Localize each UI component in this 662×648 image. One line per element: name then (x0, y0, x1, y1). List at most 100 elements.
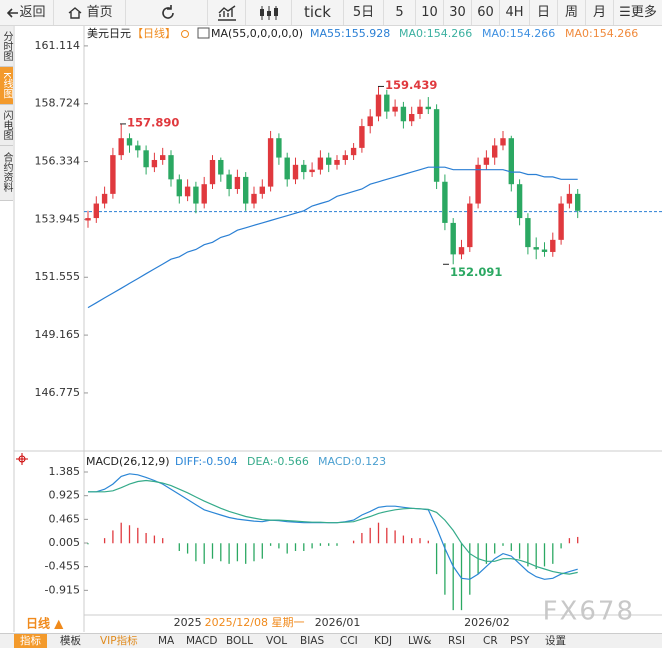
ma-label: MA0:154.266 (565, 27, 638, 40)
settings-icon[interactable] (181, 30, 189, 38)
y-tick-label: 156.334 (35, 155, 81, 168)
toolbar: 返回 首页 tick ☰更多 5日 5 10 30 60 4H 日周月 (0, 0, 662, 26)
watermark: FX678 (543, 597, 635, 627)
annotation-label: 157.890 (127, 115, 179, 129)
period-toggle[interactable]: 日线 ▲ (26, 616, 64, 631)
candle-body (243, 176, 249, 204)
macd-tick-label: 0.465 (49, 512, 81, 525)
symbol: 美元日元 (87, 27, 131, 40)
candle-body (384, 94, 390, 112)
macd-tick-label: 0.005 (49, 536, 81, 549)
indicator-tab[interactable]: LW& (408, 635, 432, 647)
candle-body (326, 157, 332, 165)
indicator-tab[interactable]: 指标 (14, 634, 47, 648)
menu-icon: ☰ (619, 5, 631, 20)
tick-button[interactable]: tick (292, 0, 344, 25)
candle-body (467, 203, 473, 248)
period-button[interactable]: 5日 (344, 0, 384, 25)
candle-body (160, 155, 166, 160)
line-chart-button[interactable] (208, 0, 246, 25)
indicator-tab[interactable]: BIAS (300, 635, 325, 647)
period-button[interactable]: 30 (444, 0, 472, 25)
candle-body (93, 203, 99, 219)
indicator-tab[interactable]: 模板 (60, 635, 81, 647)
candle-body (334, 159, 340, 165)
y-tick-label: 151.555 (35, 270, 81, 283)
macd-tick-label: 0.925 (49, 489, 81, 502)
indicator-tab[interactable]: KDJ (374, 635, 393, 647)
side-tab[interactable]: K线图 (0, 67, 13, 105)
candle-button[interactable] (246, 0, 292, 25)
candle-body (193, 186, 199, 204)
indicator-tab[interactable]: PSY (510, 635, 530, 647)
candle-body (218, 159, 224, 175)
candle-body (417, 106, 423, 114)
ma-icon[interactable] (197, 27, 210, 39)
y-tick-label: 146.775 (35, 386, 81, 399)
bottom-bar: 指标 模板 VIP指标 MA MACD BOLL VOL BIAS CCI KDJ LW& RSI CR… (0, 633, 662, 648)
side-tabs: 分时图 K线图 闪电图 合约资料 (0, 26, 13, 201)
ma55-line (87, 166, 578, 309)
more-button[interactable]: ☰更多 (614, 0, 662, 25)
macd-tick-label: 1.385 (49, 465, 81, 478)
candle-icon (259, 5, 278, 20)
candle-body (525, 218, 531, 248)
candle-body (500, 138, 506, 146)
candle-body (475, 164, 481, 204)
candle-body (85, 218, 91, 221)
candle-body (259, 186, 265, 194)
candle-body (251, 193, 257, 204)
x-tick-label: 2026/01 (315, 616, 361, 629)
side-tab[interactable]: 合约资料 (0, 145, 13, 201)
indicator-tab[interactable]: CCI (340, 635, 358, 647)
indicator-tab[interactable]: 设置 (545, 635, 566, 647)
period-button[interactable]: 10 (416, 0, 444, 25)
candle-body (276, 138, 282, 158)
home-icon (68, 6, 82, 19)
candle-body (301, 164, 307, 173)
indicator-tab[interactable]: RSI (448, 635, 466, 647)
back-button[interactable]: 返回 (0, 0, 54, 25)
x-tick-label: 2026/02 (464, 616, 510, 629)
candle-body (126, 138, 133, 146)
period-button[interactable]: 日 (530, 0, 558, 25)
candle-body (118, 138, 124, 156)
indicator-tab[interactable]: BOLL (226, 635, 253, 647)
period-button[interactable]: 月 (586, 0, 614, 25)
candle-body (458, 247, 465, 255)
candle-body (184, 186, 191, 197)
macd-label: DIFF:-0.504 (175, 455, 238, 468)
macd-label: MACD:0.123 (318, 455, 386, 468)
indicator-tab[interactable]: VOL (266, 635, 288, 647)
ma-label: MA55:155.928 (310, 27, 390, 40)
candle-body (433, 109, 440, 182)
period-button[interactable]: 5 (384, 0, 416, 25)
candle-body (342, 155, 348, 160)
back-icon (7, 7, 19, 18)
side-tab[interactable]: 闪电图 (0, 104, 13, 146)
y-tick-label: 161.114 (35, 39, 81, 52)
candle-body (168, 155, 174, 180)
candle-body (110, 155, 116, 194)
macd-icon[interactable] (16, 453, 28, 465)
candle-body (375, 94, 382, 117)
candle-body (151, 159, 158, 168)
period-button[interactable]: 周 (558, 0, 586, 25)
refresh-button[interactable] (128, 0, 208, 25)
indicator-tab[interactable]: MA (158, 635, 175, 647)
annotation-label: 152.091 (450, 265, 502, 279)
candle-body (483, 157, 490, 165)
back-label: 返回 (19, 5, 46, 20)
side-tab[interactable]: 分时图 (0, 26, 13, 67)
cursor-label: 2025/12/08 星期一 (205, 616, 305, 629)
indicator: MA(55,0,0,0,0,0) (211, 27, 303, 40)
line-chart-icon (217, 4, 236, 21)
candle-body (550, 239, 556, 252)
period-button[interactable]: 60 (472, 0, 500, 25)
period-button[interactable]: 4H (500, 0, 530, 25)
indicator-tab[interactable]: CR (483, 635, 498, 647)
indicator-tab[interactable]: MACD (186, 635, 218, 647)
indicator-tab[interactable]: VIP指标 (100, 635, 138, 647)
candle-body (292, 164, 299, 180)
home-button[interactable]: 首页 (56, 0, 126, 25)
